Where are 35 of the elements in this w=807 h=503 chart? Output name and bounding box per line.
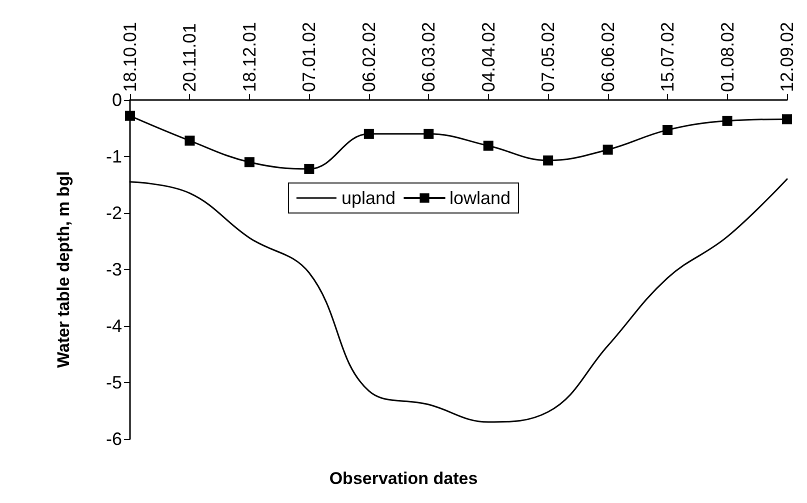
legend-label: upland	[341, 188, 396, 208]
x-tick-label: 06.03.02	[418, 22, 439, 92]
y-tick-label: -6	[106, 429, 122, 449]
y-tick-label: -1	[106, 146, 122, 166]
point	[722, 116, 732, 126]
x-tick-label: 20.11.01	[180, 23, 200, 92]
legend-label: lowland	[450, 188, 511, 208]
x-tick-label: 01.08.02	[717, 22, 738, 92]
point	[364, 128, 374, 139]
x-tick-label: 06.06.02	[598, 22, 618, 92]
y-axis-title: Water table depth, m bgl	[54, 171, 73, 368]
point	[662, 124, 673, 135]
point	[483, 140, 494, 151]
y-tick-label: -5	[106, 372, 122, 392]
x-tick-label: 07.01.02	[299, 22, 320, 92]
point	[184, 136, 195, 146]
point	[244, 157, 254, 168]
x-tick-label: 18.12.01	[239, 22, 260, 92]
x-tick-label: 04.04.02	[478, 22, 498, 92]
x-axis-title: Observation dates	[329, 469, 478, 488]
y-tick-label: 0	[112, 90, 122, 110]
y-tick-label: -2	[106, 203, 122, 223]
x-tick-label: 15.07.02	[658, 22, 678, 92]
point	[602, 144, 613, 155]
x-tick-label: 06.02.02	[358, 22, 379, 92]
x-tick-label: 07.05.02	[538, 22, 558, 92]
point	[125, 110, 135, 121]
point	[782, 114, 792, 124]
point	[543, 155, 554, 166]
y-tick-label: -3	[106, 260, 122, 280]
y-tick-label: -4	[106, 316, 122, 336]
x-tick-label: 12.09.02	[777, 22, 797, 92]
x-tick-label: 18.10.01	[120, 22, 140, 92]
point	[304, 164, 314, 174]
point	[424, 128, 434, 139]
